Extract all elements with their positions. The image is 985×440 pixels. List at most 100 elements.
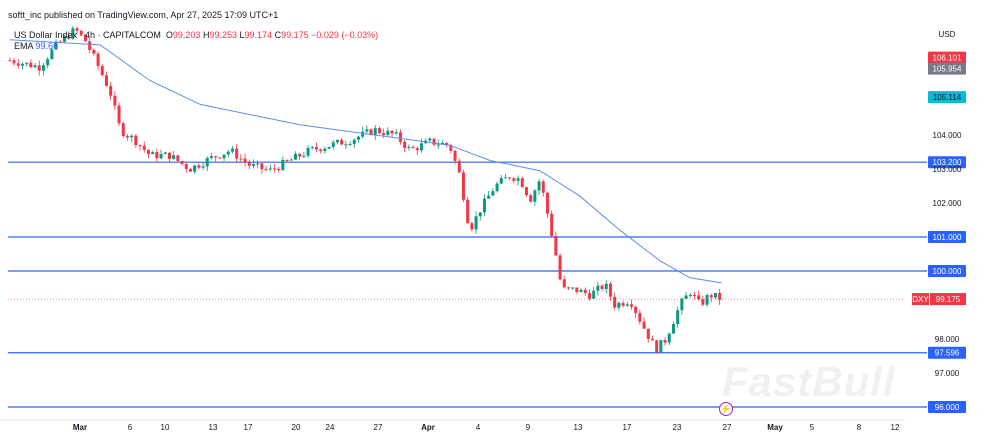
- x-tick-label: 27: [723, 423, 732, 432]
- candle-body: [352, 139, 356, 145]
- candle-body: [671, 324, 675, 334]
- candle-body: [453, 150, 457, 161]
- candle-body: [697, 295, 701, 300]
- candle-body: [46, 59, 50, 66]
- x-tick-label: 6: [128, 423, 133, 432]
- level-price-badge: [928, 265, 966, 277]
- price-badge: [928, 62, 966, 75]
- level-price-label: 101.000: [933, 233, 962, 242]
- x-tick-label: May: [767, 423, 783, 432]
- candle-body: [205, 157, 209, 167]
- candle-body: [411, 146, 415, 149]
- candle-body: [340, 139, 344, 145]
- x-tick-label: 17: [623, 423, 632, 432]
- candle-body: [520, 178, 524, 188]
- candle-body: [415, 148, 419, 151]
- candle-body: [54, 41, 58, 50]
- candle-body: [718, 292, 722, 300]
- candle-body: [617, 302, 621, 308]
- candle-body: [533, 190, 537, 202]
- symbol-badge: [912, 293, 929, 306]
- candle-body: [482, 198, 486, 213]
- x-tick-label: 24: [326, 423, 335, 432]
- candle-body: [629, 304, 633, 307]
- candle-body: [201, 166, 205, 168]
- candle-body: [407, 146, 411, 148]
- candle-body: [314, 146, 318, 150]
- candle-body: [193, 165, 197, 172]
- candle-body: [537, 181, 541, 191]
- candle-body: [600, 285, 604, 289]
- candle-body: [159, 154, 163, 159]
- candle-body: [403, 141, 407, 148]
- ema-value: 99.66: [35, 41, 59, 51]
- candle-body: [478, 212, 482, 217]
- candle-body: [138, 145, 142, 147]
- candle-body: [604, 283, 608, 289]
- candle-body: [461, 172, 465, 200]
- candle-body: [621, 302, 625, 306]
- candle-body: [230, 148, 234, 152]
- x-tick-label: 4: [476, 423, 481, 432]
- candle-body: [713, 292, 717, 298]
- candle-body: [386, 130, 390, 136]
- candle-body: [684, 295, 688, 299]
- price-badge-label: 105.954: [933, 65, 962, 74]
- last-price-badge: [930, 293, 966, 306]
- lightning-icon[interactable]: ⚡: [719, 402, 733, 416]
- candle-body: [125, 135, 129, 138]
- candle-body: [281, 159, 285, 171]
- level-price-badge: [928, 401, 966, 413]
- candle-body: [394, 132, 398, 134]
- candle-body: [545, 192, 549, 214]
- candle-body: [277, 168, 281, 171]
- candle-body: [104, 75, 108, 86]
- level-price-badge: [928, 231, 966, 243]
- candle-body: [167, 152, 171, 159]
- candle-body: [130, 135, 134, 138]
- candle-body: [688, 294, 692, 296]
- candle-body: [529, 195, 533, 202]
- candle-body: [83, 34, 87, 42]
- x-tick-label: Mar: [73, 423, 87, 432]
- candle-body: [109, 85, 113, 96]
- candle-body: [659, 340, 663, 353]
- candle-body: [327, 146, 331, 149]
- candle-body: [176, 155, 180, 162]
- x-tick-label: 13: [574, 423, 583, 432]
- candle-body: [676, 310, 680, 325]
- candle-body: [331, 142, 335, 147]
- high-value: 99.253: [209, 30, 237, 40]
- candle-body: [197, 165, 201, 168]
- low-value: 99.174: [244, 30, 273, 40]
- candle-body: [508, 177, 512, 179]
- candle-body: [369, 129, 373, 135]
- level-price-label: 103.200: [933, 158, 962, 167]
- legend-ema[interactable]: EMA 99.66: [14, 41, 59, 51]
- candle-body: [344, 144, 348, 146]
- ema-line: [9, 39, 722, 284]
- candle-body: [470, 223, 474, 230]
- candle-body: [134, 135, 138, 146]
- candle-body: [646, 328, 650, 339]
- candle-body: [209, 156, 213, 158]
- candle-body: [512, 178, 516, 181]
- candle-body: [436, 144, 440, 146]
- x-tick-label: 9: [526, 423, 531, 432]
- candle-body: [75, 28, 79, 31]
- candle-body: [613, 296, 617, 308]
- candle-body: [235, 148, 239, 159]
- last-price-label: 99.175: [936, 295, 961, 304]
- candle-body: [457, 160, 461, 173]
- candle-body: [583, 289, 587, 294]
- price-badge-label: 105.114: [933, 93, 962, 102]
- symbol-name[interactable]: US Dollar Index · 4h · CAPITALCOM: [14, 30, 161, 40]
- candle-body: [558, 255, 562, 280]
- candle-body: [260, 163, 264, 170]
- candle-body: [310, 146, 314, 148]
- candle-body: [449, 145, 453, 151]
- candle-body: [113, 95, 117, 106]
- x-tick-label: 10: [161, 423, 170, 432]
- y-tick-label: 104.000: [933, 131, 962, 140]
